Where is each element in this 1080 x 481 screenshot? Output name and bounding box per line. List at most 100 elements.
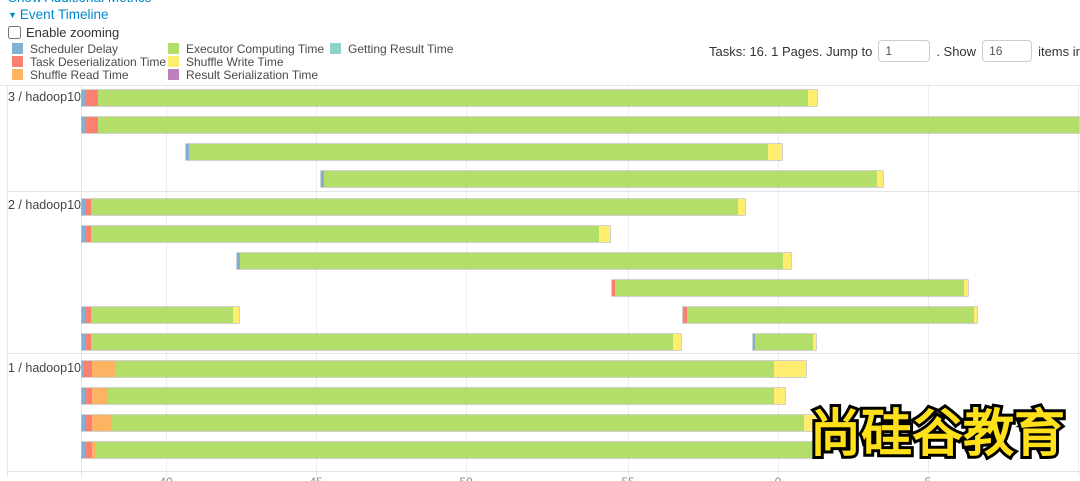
legend-column: Scheduler Delay Task Deserialization Time… [12, 41, 168, 82]
legend-column: Getting Result Time [330, 42, 453, 81]
task-segment-scheduler-delay [82, 307, 85, 323]
watermark: 尚硅谷教育 [807, 402, 1068, 465]
event-timeline-title: Event Timeline [19, 7, 109, 22]
task-segment-executor-computing [108, 388, 774, 404]
task-bar[interactable] [81, 89, 818, 107]
scheduler-delay-swatch [12, 43, 23, 54]
task-segment-shuffle-read [92, 442, 95, 458]
legend-label: Shuffle Read Time [30, 67, 129, 82]
executor-group-label: 2 / hadoop102 [8, 198, 88, 212]
items-per-page-input[interactable] [982, 40, 1033, 62]
task-segment-scheduler-delay [186, 144, 189, 160]
legend-column: Executor Computing Time Shuffle Write Tim… [168, 42, 330, 82]
legend-label: Shuffle Write Time [186, 54, 284, 69]
enable-zooming-checkbox[interactable] [8, 26, 21, 39]
legend-label: Result Serialization Time [186, 67, 319, 82]
task-bar[interactable] [185, 143, 783, 161]
task-segment-shuffle-write [808, 90, 817, 106]
task-segment-executor-computing [98, 117, 1079, 133]
task-bar[interactable] [81, 414, 818, 432]
task-segment-executor-computing [98, 90, 808, 106]
executor-group-label: 1 / hadoop101 [8, 361, 88, 375]
task-bar[interactable] [81, 441, 818, 459]
task-segment-scheduler-delay [82, 388, 85, 404]
task-bar[interactable] [611, 279, 969, 297]
task-segment-shuffle-write [813, 442, 817, 458]
task-segment-task-deserialization [85, 415, 92, 431]
task-bar[interactable] [81, 306, 240, 324]
gridline [1078, 86, 1079, 477]
task-segment-executor-computing [91, 334, 673, 350]
gridline [166, 86, 167, 477]
task-bar[interactable] [752, 333, 817, 351]
task-segment-shuffle-read [92, 415, 111, 431]
task-segment-task-deserialization [84, 361, 92, 377]
time-axis-tick-label: 55 [621, 475, 634, 481]
show-additional-metrics-link[interactable]: Show Additional Metrics [8, 0, 151, 5]
task-bar[interactable] [81, 360, 807, 378]
event-timeline-toggle[interactable]: ▼ Event Timeline [8, 7, 108, 22]
shuffle-write-time-swatch [168, 56, 179, 67]
task-segment-task-deserialization [85, 90, 98, 106]
time-axis-tick-label: 50 [459, 475, 472, 481]
task-segment-task-deserialization [85, 388, 92, 404]
task-bar[interactable] [81, 333, 682, 351]
task-bar[interactable] [81, 116, 1080, 134]
task-segment-task-deserialization [683, 307, 687, 323]
jump-to-page-input[interactable] [878, 40, 931, 62]
legend-item: Shuffle Write Time [168, 54, 330, 69]
task-segment-executor-computing [324, 171, 877, 187]
getting-result-time-swatch [330, 43, 341, 54]
task-segment-scheduler-delay [237, 253, 240, 269]
task-segment-task-deserialization [85, 117, 98, 133]
task-segment-executor-computing [115, 361, 774, 377]
task-segment-shuffle-read [92, 388, 108, 404]
legend-label: Task Deserialization Time [30, 54, 167, 69]
executor-group-separator [7, 191, 1080, 192]
task-bar[interactable] [81, 225, 611, 243]
timeline-legend: Scheduler Delay Task Deserialization Time… [12, 41, 453, 82]
task-segment-task-deserialization [612, 280, 615, 296]
task-segment-scheduler-delay [82, 415, 85, 431]
task-segment-shuffle-write [768, 144, 782, 160]
legend-item: Shuffle Read Time [12, 67, 168, 82]
executor-group-label: 3 / hadoop103 [8, 90, 88, 104]
task-bar[interactable] [682, 306, 978, 324]
task-bar[interactable] [81, 198, 746, 216]
time-axis-tick-label: 0 [775, 475, 782, 481]
task-segment-scheduler-delay [82, 334, 85, 350]
task-segment-executor-computing [91, 226, 599, 242]
pagination-summary: Tasks: 16. 1 Pages. Jump to [709, 43, 873, 59]
task-deserialization-time-swatch [12, 56, 23, 67]
task-segment-scheduler-delay [82, 117, 85, 133]
task-segment-shuffle-write [813, 334, 816, 350]
task-segment-scheduler-delay [82, 90, 85, 106]
pagination-mid-text: . Show [936, 43, 977, 59]
task-bar[interactable] [236, 252, 792, 270]
task-segment-executor-computing [189, 144, 768, 160]
task-bar[interactable] [81, 387, 786, 405]
task-segment-executor-computing [240, 253, 783, 269]
task-segment-scheduler-delay [82, 199, 85, 215]
task-segment-shuffle-write [964, 280, 968, 296]
chevron-down-icon: ▼ [8, 10, 17, 20]
executor-computing-time-swatch [168, 43, 179, 54]
task-segment-shuffle-read [92, 361, 115, 377]
task-segment-task-deserialization [85, 307, 91, 323]
executor-group-separator [7, 353, 1080, 354]
legend-label: Scheduler Delay [30, 41, 119, 56]
task-segment-shuffle-write [774, 388, 785, 404]
task-segment-task-deserialization [85, 226, 91, 242]
task-bar[interactable] [320, 170, 884, 188]
task-segment-shuffle-write [783, 253, 791, 269]
task-segment-executor-computing [615, 280, 964, 296]
pagination-suffix: items in a page [1038, 43, 1080, 59]
task-segment-scheduler-delay [82, 442, 85, 458]
task-segment-shuffle-write [233, 307, 239, 323]
result-serialization-time-swatch [168, 69, 179, 80]
task-segment-executor-computing [95, 442, 813, 458]
gridline [466, 86, 467, 477]
legend-item: Result Serialization Time [168, 67, 330, 82]
task-segment-shuffle-write [877, 171, 883, 187]
